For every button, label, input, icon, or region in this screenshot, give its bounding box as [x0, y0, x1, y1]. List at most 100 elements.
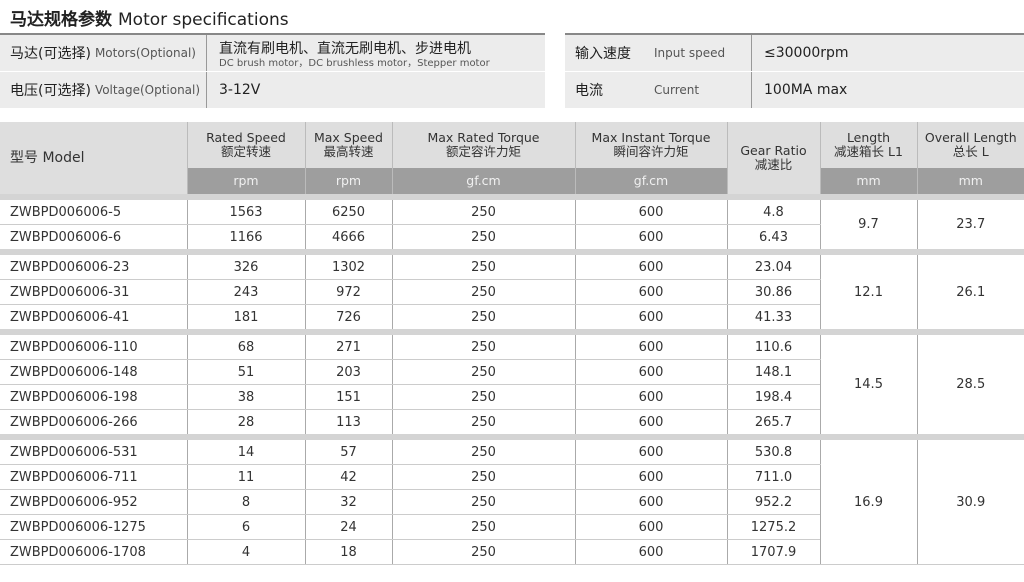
model-cell: ZWBPD006006-148 [0, 359, 187, 385]
table-cell: 4 [186, 539, 305, 565]
table-row: ZWBPD006006-531 14 57 250 600 530.8 16.9 30.9 [0, 434, 1024, 565]
table-cell: 600 [574, 359, 727, 385]
title-en: Motor specifications [118, 10, 289, 30]
table-cell: 1707.9 [726, 539, 820, 565]
table-cell: 600 [574, 434, 727, 465]
table-cell: 600 [574, 464, 727, 490]
table-cell: 42 [304, 464, 392, 490]
table-cell: 68 [186, 329, 305, 360]
spec-table-left: 马达(可选择) Motors(Optional) 直流有刷电机、直流无刷电机、步进… [0, 33, 545, 109]
table-cell: 600 [574, 384, 727, 410]
table-cell: 18 [304, 539, 392, 565]
table-cell: 1302 [304, 249, 392, 280]
table-cell: 250 [391, 304, 575, 333]
table-row: ZWBPD006006-31 243 972 250 600 30.86 [0, 279, 1024, 305]
title-cn: 马达规格参数 [10, 10, 112, 30]
header-col: Overall Length 总长 L [916, 122, 1024, 168]
table-cell: 51 [186, 359, 305, 385]
model-cell: ZWBPD006006-5 [0, 194, 187, 225]
table-cell: 250 [391, 464, 575, 490]
model-cell: ZWBPD006006-198 [0, 384, 187, 410]
overall-length-cell: 23.7 [916, 194, 1024, 253]
table-row: ZWBPD006006-952 8 32 250 600 952.2 [0, 489, 1024, 515]
table-row: ZWBPD006006-23 326 1302 250 600 23.04 12.1 26.1 [0, 249, 1024, 333]
header-unit: gf.cm [574, 168, 727, 197]
table-cell: 250 [391, 384, 575, 410]
table-cell: 203 [304, 359, 392, 385]
table-cell: 711.0 [726, 464, 820, 490]
spec-value: 100MA max [764, 82, 848, 98]
table-row: ZWBPD006006-711 11 42 250 600 711.0 [0, 464, 1024, 490]
table-cell: 250 [391, 329, 575, 360]
table-cell: 1563 [186, 194, 305, 225]
model-table: 型号 Model Rated Speed 额定转速 Max Speed 最高转速 Max … [0, 122, 1024, 565]
overall-length-cell: 26.1 [916, 249, 1024, 333]
spec-row-current: 电流 Current 100MA max [565, 72, 1024, 109]
header-col: Length 减速箱长 L1 [819, 122, 917, 168]
table-cell: 23.04 [726, 249, 820, 280]
table-cell: 110.6 [726, 329, 820, 360]
model-cell: ZWBPD006006-6 [0, 224, 187, 253]
table-cell: 1166 [186, 224, 305, 253]
table-cell: 243 [186, 279, 305, 305]
table-cell: 600 [574, 279, 727, 305]
table-cell: 600 [574, 539, 727, 565]
spec-value: ≤30000rpm [764, 45, 849, 61]
table-cell: 600 [574, 224, 727, 253]
header-col: Max Rated Torque 额定容许力矩 [391, 122, 575, 168]
spec-value: 3-12V [219, 82, 261, 98]
header-col: Rated Speed 额定转速 [186, 122, 305, 168]
table-row: ZWBPD006006-266 28 113 250 600 265.7 [0, 409, 1024, 438]
header-unit: gf.cm [391, 168, 575, 197]
header-model: 型号 Model [0, 122, 187, 197]
table-cell: 600 [574, 304, 727, 333]
length-cell: 14.5 [819, 329, 917, 438]
table-cell: 326 [186, 249, 305, 280]
header-unit: rpm [186, 168, 305, 197]
table-cell: 600 [574, 194, 727, 225]
spec-label: 输入速度 Input speed [565, 35, 752, 71]
model-cell: ZWBPD006006-531 [0, 434, 187, 465]
table-cell: 11 [186, 464, 305, 490]
model-cell: ZWBPD006006-110 [0, 329, 187, 360]
table-cell: 181 [186, 304, 305, 333]
table-row: ZWBPD006006-1708 4 18 250 600 1707.9 [0, 539, 1024, 565]
length-cell: 16.9 [819, 434, 917, 565]
page-title: 马达规格参数 Motor specifications [10, 5, 289, 30]
table-cell: 14 [186, 434, 305, 465]
table-cell: 41.33 [726, 304, 820, 333]
table-cell: 6250 [304, 194, 392, 225]
table-cell: 250 [391, 279, 575, 305]
table-cell: 1275.2 [726, 514, 820, 540]
table-cell: 250 [391, 409, 575, 438]
table-cell: 32 [304, 489, 392, 515]
table-cell: 28 [186, 409, 305, 438]
model-cell: ZWBPD006006-1275 [0, 514, 187, 540]
table-cell: 148.1 [726, 359, 820, 385]
table-cell: 57 [304, 434, 392, 465]
overall-length-cell: 28.5 [916, 329, 1024, 438]
model-cell: ZWBPD006006-711 [0, 464, 187, 490]
header-unit: rpm [304, 168, 392, 197]
table-cell: 4666 [304, 224, 392, 253]
table-cell: 600 [574, 489, 727, 515]
spec-label: 电压(可选择) Voltage(Optional) [0, 72, 207, 108]
model-cell: ZWBPD006006-31 [0, 279, 187, 305]
spec-row-voltage: 电压(可选择) Voltage(Optional) 3-12V [0, 72, 545, 109]
header-col: Gear Ratio 减速比 [726, 122, 820, 197]
model-cell: ZWBPD006006-952 [0, 489, 187, 515]
header-unit: mm [916, 168, 1024, 197]
table-cell: 250 [391, 224, 575, 253]
table-cell: 250 [391, 489, 575, 515]
header-unit: mm [819, 168, 917, 197]
table-row: ZWBPD006006-41 181 726 250 600 41.33 [0, 304, 1024, 333]
table-row: ZWBPD006006-110 68 271 250 600 110.6 14.5 28.5 [0, 329, 1024, 438]
table-cell: 24 [304, 514, 392, 540]
model-cell: ZWBPD006006-23 [0, 249, 187, 280]
table-cell: 600 [574, 409, 727, 438]
header-col: Max Instant Torque 瞬间容许力矩 [574, 122, 727, 168]
table-cell: 250 [391, 514, 575, 540]
table-cell: 600 [574, 514, 727, 540]
table-cell: 4.8 [726, 194, 820, 225]
spec-table-right: 输入速度 Input speed ≤30000rpm 电流 Current 100M… [565, 33, 1024, 109]
